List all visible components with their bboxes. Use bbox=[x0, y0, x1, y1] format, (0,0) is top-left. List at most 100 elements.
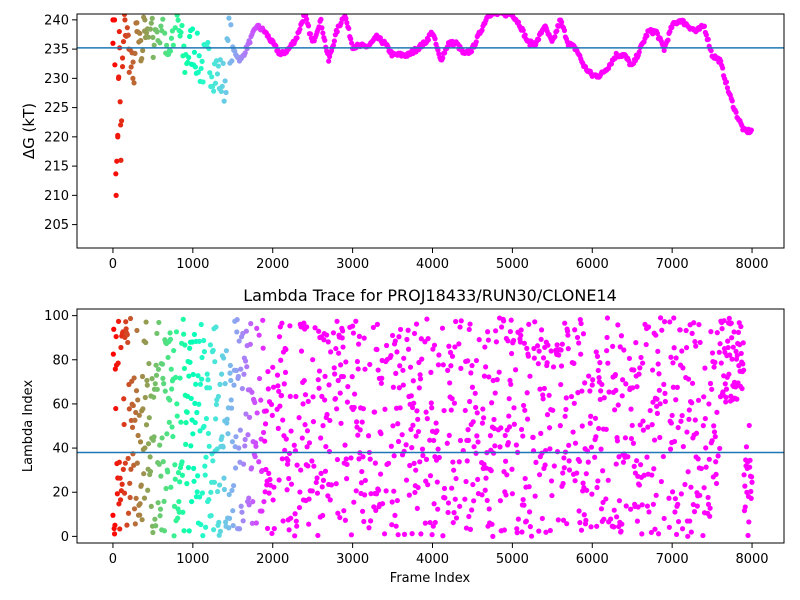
lambda-point bbox=[409, 531, 415, 537]
lambda-point bbox=[578, 320, 584, 327]
lambda-point bbox=[604, 334, 610, 341]
lambda-point bbox=[468, 370, 474, 376]
lambda-point bbox=[288, 428, 294, 434]
lambda-point bbox=[340, 328, 346, 334]
delta-g-point bbox=[318, 16, 324, 23]
lambda-point bbox=[195, 373, 201, 379]
lambda-point bbox=[133, 388, 140, 394]
lambda-point bbox=[323, 443, 329, 450]
lambda-point bbox=[338, 362, 344, 368]
lambda-point bbox=[382, 406, 388, 412]
lambda-point bbox=[489, 400, 495, 406]
lambda-point bbox=[344, 399, 351, 405]
lambda-point bbox=[700, 423, 706, 429]
lambda-point bbox=[434, 428, 440, 434]
lambda-point bbox=[680, 365, 686, 371]
lambda-point bbox=[184, 481, 190, 487]
delta-g-point bbox=[192, 64, 198, 70]
lambda-point bbox=[507, 377, 513, 384]
lambda-point bbox=[688, 484, 694, 490]
lambda-point bbox=[411, 330, 418, 337]
lambda-point bbox=[670, 360, 676, 366]
lambda-point bbox=[476, 337, 482, 343]
lambda-point bbox=[334, 318, 340, 324]
x-tick-label: 1000 bbox=[176, 552, 209, 567]
lambda-point bbox=[593, 349, 599, 355]
delta-g-point bbox=[294, 35, 300, 41]
lambda-point bbox=[497, 498, 504, 504]
lambda-point bbox=[692, 417, 698, 423]
lambda-point bbox=[733, 348, 739, 355]
lambda-point bbox=[396, 385, 402, 391]
lambda-point bbox=[429, 405, 435, 411]
lambda-point bbox=[589, 382, 595, 388]
lambda-point bbox=[245, 432, 251, 438]
lambda-point bbox=[406, 492, 412, 498]
lambda-point bbox=[702, 415, 708, 422]
lambda-point bbox=[385, 460, 392, 466]
x-tick-label: 0 bbox=[109, 552, 117, 567]
lambda-point bbox=[691, 509, 698, 515]
delta-g-point bbox=[522, 32, 528, 38]
delta-g-point bbox=[214, 71, 221, 77]
lambda-point bbox=[176, 498, 182, 505]
lambda-point bbox=[390, 423, 396, 429]
delta-g-point bbox=[300, 19, 306, 25]
lambda-point bbox=[692, 339, 698, 345]
lambda-point bbox=[401, 531, 408, 537]
lambda-point bbox=[133, 409, 139, 416]
lambda-point bbox=[353, 318, 359, 324]
lambda-point bbox=[531, 355, 537, 361]
lambda-point bbox=[486, 506, 492, 512]
lambda-point bbox=[588, 524, 594, 530]
lambda-point bbox=[430, 346, 436, 352]
lambda-point bbox=[431, 342, 438, 348]
lambda-point bbox=[524, 345, 530, 351]
lambda-point bbox=[197, 494, 203, 500]
lambda-point bbox=[558, 363, 565, 369]
x-tick-label: 2000 bbox=[256, 552, 289, 567]
lambda-point bbox=[435, 446, 441, 452]
delta-g-point bbox=[134, 20, 140, 26]
lambda-point bbox=[172, 476, 178, 482]
delta-g-point bbox=[644, 33, 650, 39]
delta-g-point bbox=[220, 60, 226, 67]
lambda-point bbox=[254, 325, 260, 331]
lambda-point bbox=[246, 495, 252, 501]
lambda-point bbox=[435, 362, 442, 368]
lambda-point bbox=[312, 325, 318, 331]
lambda-point bbox=[617, 344, 623, 350]
lambda-point bbox=[253, 443, 259, 449]
lambda-point bbox=[383, 488, 389, 494]
lambda-point bbox=[234, 317, 240, 323]
lambda-point bbox=[433, 420, 439, 426]
lambda-point bbox=[221, 475, 227, 481]
lambda-point bbox=[117, 475, 123, 481]
lambda-point bbox=[124, 332, 130, 338]
lambda-point bbox=[631, 463, 637, 469]
lambda-point bbox=[689, 330, 695, 336]
lambda-point bbox=[320, 512, 326, 519]
y-tick-label: 210 bbox=[44, 189, 69, 204]
lambda-point bbox=[141, 471, 147, 477]
lambda-point bbox=[723, 386, 730, 392]
lambda-point bbox=[672, 509, 678, 515]
lambda-point bbox=[588, 413, 594, 419]
lambda-point bbox=[368, 491, 374, 497]
lambda-point bbox=[185, 465, 192, 471]
lambda-point bbox=[486, 374, 492, 380]
lambda-point bbox=[270, 364, 276, 370]
lambda-point bbox=[198, 521, 204, 528]
lambda-point bbox=[548, 478, 555, 484]
lambda-point bbox=[176, 509, 182, 515]
lambda-point bbox=[414, 505, 420, 511]
lambda-point bbox=[644, 454, 650, 460]
lambda-point bbox=[701, 485, 707, 491]
lambda-point bbox=[161, 381, 167, 387]
lambda-point bbox=[611, 524, 617, 530]
lambda-point bbox=[309, 458, 315, 464]
lambda-point bbox=[418, 531, 424, 537]
lambda-point bbox=[740, 361, 746, 367]
delta-g-point bbox=[708, 48, 714, 54]
lambda-point bbox=[144, 382, 150, 388]
